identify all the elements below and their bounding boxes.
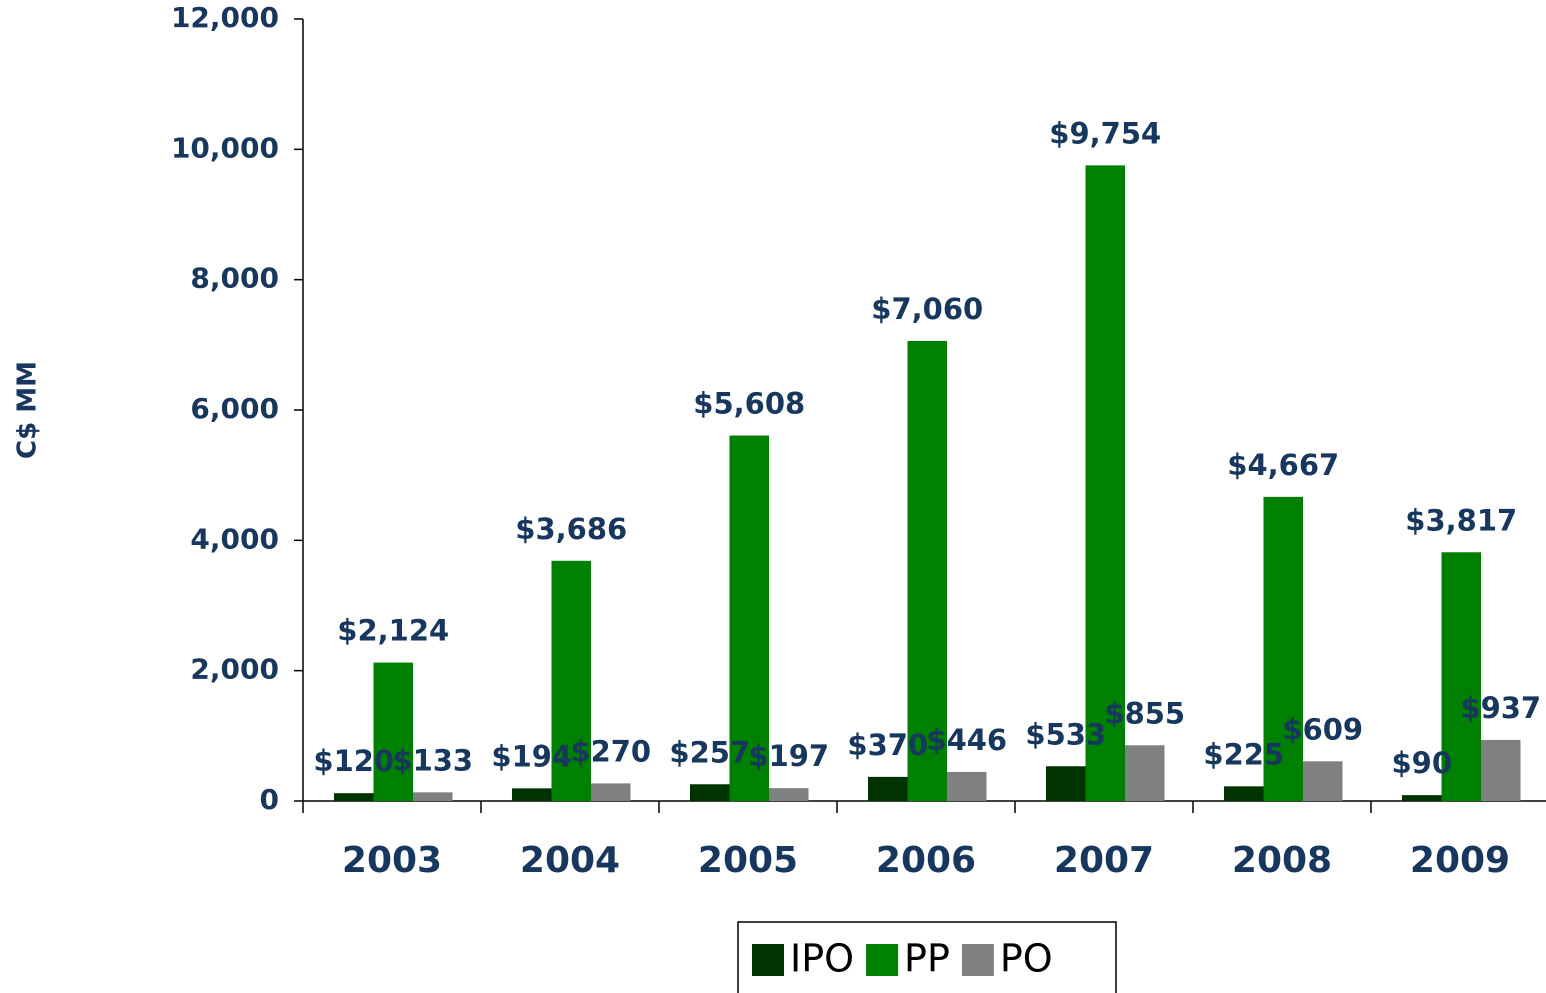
legend-label: PP (904, 937, 950, 981)
data-label: $2,124 (337, 614, 449, 648)
data-label: $9,754 (1049, 116, 1161, 150)
data-label: $4,667 (1227, 448, 1339, 482)
data-label: $257 (669, 735, 750, 769)
y-tick-label: 6,000 (190, 392, 279, 425)
legend-label: PO (1000, 937, 1053, 981)
data-label: $609 (1282, 712, 1363, 746)
bar (1303, 761, 1343, 801)
y-tick-label: 2,000 (190, 653, 279, 686)
bar (551, 560, 591, 801)
x-tick-label: 2005 (698, 840, 798, 881)
bar (907, 340, 947, 801)
data-label: $225 (1203, 737, 1284, 771)
x-tick-label: 2008 (1232, 840, 1332, 881)
data-label: $855 (1104, 696, 1185, 730)
bar (591, 783, 631, 801)
bar (1085, 165, 1125, 802)
data-label: $120 (313, 744, 394, 778)
bar (1481, 739, 1521, 801)
bar (413, 792, 453, 801)
data-label: $133 (392, 743, 473, 777)
bar (868, 776, 908, 801)
bar (1125, 745, 1165, 801)
x-tick-label: 2009 (1410, 840, 1510, 881)
bar (729, 435, 769, 801)
y-tick-label: 8,000 (190, 262, 279, 295)
data-label: $533 (1025, 717, 1106, 751)
bar (512, 788, 552, 801)
data-label: $90 (1391, 746, 1452, 780)
bar (947, 771, 987, 801)
y-tick-label: 10,000 (171, 131, 279, 164)
data-label: $5,608 (693, 387, 805, 421)
bar (769, 788, 809, 801)
x-tick-label: 2003 (342, 840, 442, 881)
bar (334, 793, 374, 801)
legend-label: IPO (790, 937, 854, 981)
data-label: $7,060 (871, 292, 983, 326)
legend-swatch (866, 944, 899, 976)
legend-swatch (752, 944, 784, 976)
legend-swatch (961, 944, 994, 976)
bar (373, 662, 413, 801)
bar (1046, 766, 1086, 801)
data-label: $3,686 (515, 512, 627, 546)
data-label: $446 (926, 723, 1007, 757)
data-label: $197 (748, 739, 829, 773)
data-label: $3,817 (1405, 503, 1517, 537)
x-tick-label: 2007 (1054, 840, 1154, 881)
data-label: $194 (491, 739, 572, 773)
data-label: $270 (570, 734, 651, 768)
y-axis-label: C$ MM (13, 361, 43, 459)
bar (690, 784, 730, 801)
legend-box (737, 921, 1117, 993)
bar (1402, 795, 1442, 801)
data-label: $370 (847, 728, 928, 762)
bar (1224, 786, 1264, 801)
bar (1263, 496, 1303, 801)
y-tick-label: 4,000 (190, 522, 279, 555)
x-tick-label: 2004 (520, 840, 620, 881)
data-label: $937 (1460, 691, 1541, 725)
y-tick-label: 0 (260, 783, 279, 816)
bar (1441, 552, 1481, 801)
x-tick-label: 2006 (876, 840, 976, 881)
y-tick-label: 12,000 (171, 1, 279, 34)
legend: IPO PP PO (737, 921, 1117, 993)
